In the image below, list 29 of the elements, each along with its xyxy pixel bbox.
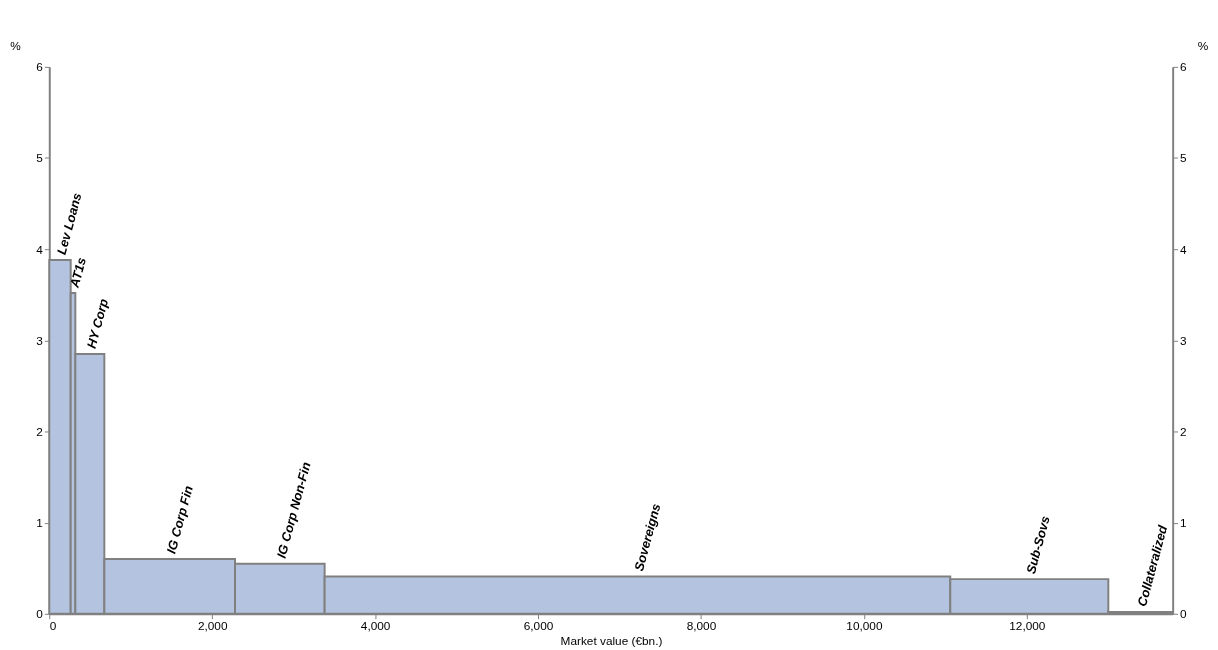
x-tick-label: 4,000	[360, 619, 391, 634]
y2-tick-label: 2	[1180, 424, 1187, 439]
y-tick-label: 2	[36, 424, 43, 439]
y2-tick-label: 3	[1180, 333, 1188, 348]
annotation: HY Corp	[83, 296, 112, 351]
x-tick-label: 10,000	[846, 619, 883, 634]
y-tick-label: 1	[36, 516, 43, 531]
x-tick-label: 2,000	[197, 619, 228, 634]
x-tick-label: 6,000	[523, 619, 554, 634]
y2-tick-label: 1	[1180, 516, 1187, 531]
y2-tick-label: 5	[1180, 151, 1188, 166]
y-tick-label: 0	[36, 607, 44, 622]
y2-tick-label: 0	[1180, 607, 1188, 622]
annotation: AT1s	[66, 255, 90, 290]
x-axis-title: Market value (€bn.)	[560, 633, 663, 648]
y-tick-label: 4	[36, 242, 44, 257]
annotation: IG Corp Fin	[163, 483, 196, 556]
annotation: IG Corp Non-Fin	[273, 460, 314, 560]
y-tick-label: 6	[36, 60, 44, 75]
y-axis-title: %	[10, 38, 22, 53]
x-tick-label: 12,000	[1009, 619, 1046, 634]
y2-tick-label: 6	[1180, 60, 1188, 75]
annotation: Lev Loans	[53, 191, 85, 257]
y2-tick-label: 4	[1180, 242, 1188, 257]
y-tick-label: 5	[36, 151, 44, 166]
y2-axis-title: %	[1197, 38, 1209, 53]
x-tick-label: 0	[49, 619, 57, 634]
y-tick-label: 3	[36, 333, 44, 348]
x-tick-label: 8,000	[686, 619, 717, 634]
